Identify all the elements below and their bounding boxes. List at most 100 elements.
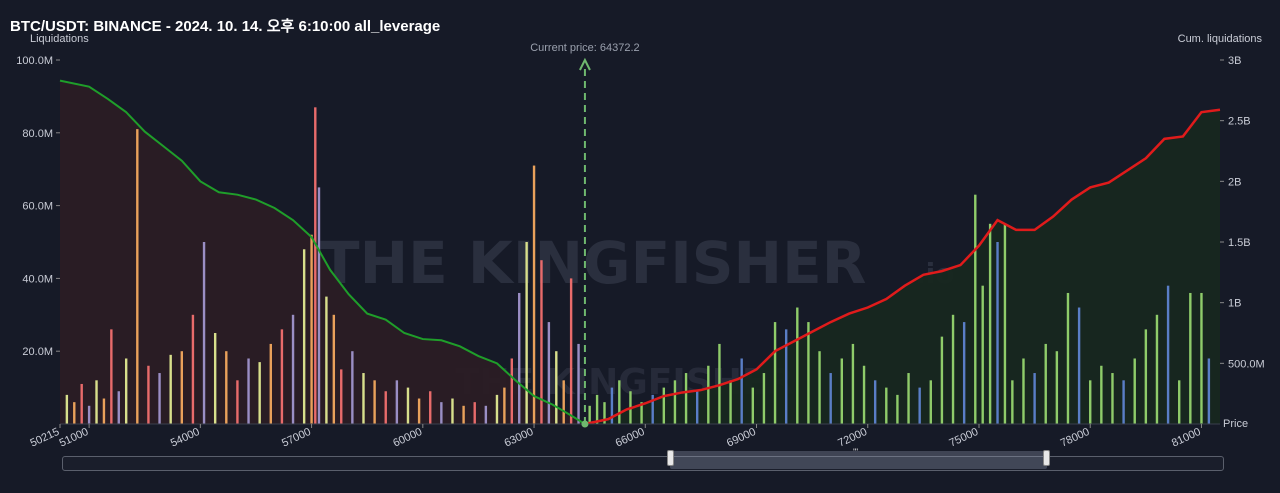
- liquidation-bar: [1033, 373, 1036, 424]
- liquidation-bar: [996, 242, 999, 424]
- liquidation-bar: [862, 365, 866, 424]
- liquidation-bar: [603, 402, 606, 424]
- liquidation-bar: [1055, 351, 1059, 424]
- liquidation-bar: [540, 260, 543, 424]
- cumulative-lines: [59, 79, 1221, 426]
- liquidation-bar: [807, 322, 810, 424]
- current-price-marker: Current price: 64372.2: [530, 42, 640, 428]
- liquidation-bar: [962, 322, 966, 424]
- liquidation-bar: [651, 394, 654, 424]
- y-tick-label: 100.0M: [16, 55, 53, 67]
- x-tick-label: 69000: [725, 426, 758, 450]
- zoom-scrollbar[interactable]: ''': [62, 447, 1224, 471]
- liquidation-bar: [462, 405, 465, 424]
- liquidation-bar: [340, 369, 343, 424]
- liquidation-bar: [1155, 314, 1159, 424]
- liquidation-bar: [302, 249, 306, 424]
- liquidation-bar: [351, 351, 354, 424]
- short-cumulative-line: [584, 108, 1221, 426]
- liquidation-bar: [907, 373, 910, 424]
- liquidation-bar: [762, 373, 766, 424]
- scrollbar-right-handle[interactable]: [1043, 450, 1050, 466]
- liquidation-bar: [729, 380, 732, 424]
- liquidation-bar: [451, 398, 454, 424]
- liquidation-bar: [169, 354, 172, 424]
- liquidation-bar: [87, 405, 91, 424]
- liquidation-bar: [484, 405, 488, 424]
- liquidation-bar: [525, 242, 528, 424]
- y-right-tick-label: 1B: [1228, 298, 1241, 310]
- liquidation-bar: [555, 351, 558, 424]
- x-tick-label: 66000: [614, 426, 647, 450]
- liquidation-bar: [940, 336, 944, 424]
- liquidation-bar: [373, 380, 376, 424]
- y-axis-label-left: Liquidations: [30, 33, 89, 45]
- liquidation-bar: [588, 405, 591, 424]
- liquidation-bar: [918, 387, 921, 424]
- liquidation-bar: [332, 314, 336, 424]
- liquidation-bar: [1207, 358, 1211, 424]
- y-right-tick-label: 2.5B: [1228, 116, 1251, 128]
- liquidation-bar: [202, 242, 206, 424]
- liquidation-bar: [547, 322, 551, 424]
- liquidation-bar: [80, 383, 83, 424]
- liquidation-bar: [102, 398, 106, 424]
- current-price-label: Current price: 64372.2: [530, 42, 639, 54]
- liquidation-bar: [829, 373, 832, 424]
- y-right-tick-label: 3B: [1228, 55, 1241, 67]
- x-tick-label: 81000: [1170, 426, 1203, 450]
- liquidation-bar: [1066, 292, 1070, 424]
- scrollbar-left-handle[interactable]: [667, 450, 674, 466]
- liquidation-bar: [618, 380, 621, 424]
- liquidation-bar: [258, 362, 261, 424]
- liquidation-bar: [1089, 380, 1092, 424]
- x-tick-label: 51000: [58, 426, 91, 450]
- y-right-tick-label: 500.0M: [1228, 358, 1265, 370]
- x-tick-label: 75000: [947, 426, 980, 450]
- liquidation-bar: [988, 223, 992, 424]
- liquidation-bar: [65, 394, 69, 424]
- liquidation-bar: [314, 107, 317, 424]
- liquidation-bar: [236, 380, 239, 424]
- liquidation-bar: [495, 394, 499, 424]
- liquidation-bar: [429, 391, 432, 424]
- liquidation-bar: [1178, 380, 1181, 424]
- liquidation-bar: [796, 307, 799, 424]
- x-tick-label: 63000: [503, 426, 536, 450]
- liquidation-bar: [951, 314, 955, 424]
- scrollbar-grip-icon[interactable]: ''': [853, 447, 859, 457]
- x-tick-label: 50215: [28, 426, 61, 450]
- liquidation-bar: [532, 165, 536, 424]
- liquidation-bar: [773, 322, 777, 424]
- liquidation-bar: [569, 278, 573, 424]
- liquidation-bar: [180, 351, 184, 424]
- liquidation-bar: [929, 380, 932, 424]
- liquidation-bar: [818, 351, 821, 424]
- liquidation-bar: [518, 292, 521, 424]
- liquidation-bar: [740, 358, 743, 424]
- liquidation-bar: [595, 394, 599, 424]
- liquidation-bar: [440, 402, 443, 424]
- watermark-text: THE KINGFISHER: [320, 229, 866, 297]
- y-right-tick-label: 1.5B: [1228, 237, 1251, 249]
- liquidation-bar: [695, 391, 699, 424]
- liquidation-bar: [384, 391, 387, 424]
- liquidation-bar: [1133, 358, 1136, 424]
- liquidation-bar: [136, 129, 139, 424]
- x-tick-label: 54000: [169, 426, 202, 450]
- liquidation-bar: [707, 365, 710, 424]
- liquidation-bar: [73, 402, 76, 424]
- liquidation-bar: [1122, 380, 1125, 424]
- liquidation-bar: [610, 387, 614, 424]
- liquidation-bar: [1011, 380, 1014, 424]
- liquidation-bar: [662, 387, 666, 424]
- current-price-dot: [581, 420, 589, 428]
- y-tick-label: 80.0M: [22, 128, 53, 140]
- liquidation-bar: [1003, 223, 1007, 424]
- liquidation-bar: [503, 387, 506, 424]
- scrollbar-window[interactable]: ''': [667, 447, 1050, 469]
- chart-title: BTC/USDT: BINANCE - 2024. 10. 14. 오후 6:1…: [10, 18, 441, 35]
- liquidation-bar: [1189, 292, 1192, 424]
- liquidation-bar: [840, 358, 843, 424]
